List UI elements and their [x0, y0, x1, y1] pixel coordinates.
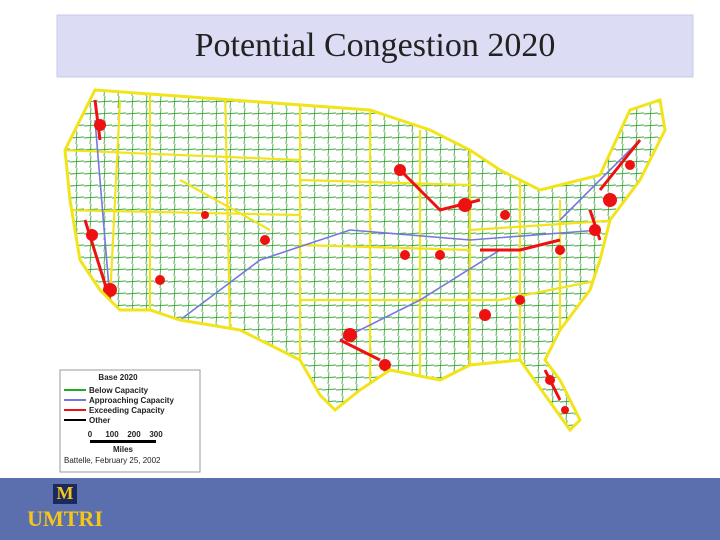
us-border — [63, 88, 667, 433]
legend-label: Approaching Capacity — [89, 396, 174, 405]
logo-letter: M — [57, 483, 74, 503]
footer-bar — [0, 478, 720, 540]
legend-label: Below Capacity — [89, 386, 149, 395]
legend-label: Exceeding Capacity — [89, 406, 165, 415]
scale-bar — [90, 440, 156, 443]
title: Potential Congestion 2020 — [195, 27, 556, 64]
scale-tick-label: 300 — [149, 430, 163, 439]
legend-title: Base 2020 — [98, 373, 138, 382]
logo-box — [53, 484, 77, 504]
scale-tick-label: 0 — [88, 430, 93, 439]
title-box — [56, 14, 694, 78]
source: Battelle, February 25, 2002 — [64, 456, 161, 465]
scale-unit: Miles — [113, 445, 134, 454]
legend-label: Other — [89, 416, 110, 425]
scale-tick-label: 200 — [127, 430, 141, 439]
org-name: UMTRI — [27, 506, 103, 531]
scale-tick-label: 100 — [105, 430, 119, 439]
